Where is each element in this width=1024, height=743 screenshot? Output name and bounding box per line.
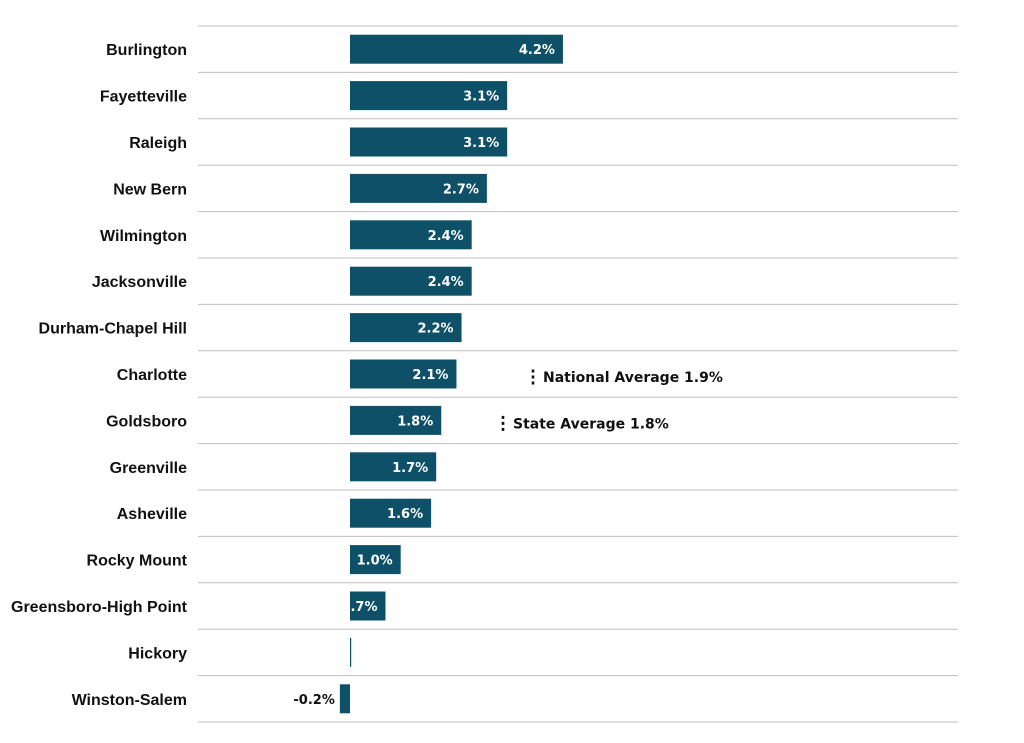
category-label-jacksonville: Jacksonville — [92, 274, 187, 291]
category-label-charlotte: Charlotte — [117, 367, 187, 384]
category-label-hickory: Hickory — [128, 645, 187, 662]
category-label-asheville: Asheville — [117, 506, 187, 523]
value-label-greensboro-high-point: 0.7% — [341, 600, 377, 615]
value-label-burlington: 4.2% — [519, 43, 555, 58]
reference-dot — [531, 375, 535, 379]
category-label-rocky-mount: Rocky Mount — [87, 553, 188, 570]
bar-durham-chapel-hill — [350, 313, 462, 343]
bar-charlotte — [350, 359, 457, 389]
bar-jacksonville — [350, 266, 472, 296]
value-label-durham-chapel-hill: 2.2% — [417, 322, 453, 337]
category-label-raleigh: Raleigh — [129, 135, 187, 152]
value-label-goldsboro: 1.8% — [397, 414, 433, 429]
category-label-winston-salem: Winston-Salem — [72, 692, 187, 709]
category-label-greenville: Greenville — [110, 460, 187, 477]
value-label-new-bern: 2.7% — [443, 182, 479, 197]
bar-fayetteville — [350, 81, 508, 111]
bar-burlington — [350, 34, 563, 64]
category-label-fayetteville: Fayetteville — [100, 89, 187, 106]
value-label-raleigh: 3.1% — [463, 136, 499, 151]
bar-new-bern — [350, 173, 487, 203]
value-label-winston-salem: -0.2% — [293, 693, 334, 708]
category-label-burlington: Burlington — [106, 42, 187, 59]
value-label-greenville: 1.7% — [392, 461, 428, 476]
reference-dot — [531, 381, 535, 385]
bar-asheville — [350, 498, 432, 528]
value-label-wilmington: 2.4% — [428, 229, 464, 244]
gridlines — [198, 25, 958, 723]
reference-dot — [501, 415, 505, 419]
bar-winston-salem — [339, 684, 350, 714]
reference-dot — [501, 421, 505, 425]
reference-dot — [501, 427, 505, 431]
bar-wilmington — [350, 220, 472, 250]
bar-hickory — [350, 637, 352, 667]
category-label-greensboro-high-point: Greensboro-High Point — [11, 599, 188, 616]
value-label-charlotte: 2.1% — [412, 368, 448, 383]
reference-annotations: National Average 1.9% State Average 1.8% — [501, 369, 723, 432]
category-label-wilmington: Wilmington — [100, 228, 187, 245]
value-labels: 4.2% 3.1% 3.1% 2.7% 2.4% 2.4% 2.2% 2.1% 1.8% 1.7%… — [293, 43, 555, 708]
reference-dot — [531, 369, 535, 373]
reference-state-average-1-8: State Average 1.8% — [501, 415, 669, 432]
value-label-fayetteville: 3.1% — [463, 90, 499, 105]
reference-national-average-1-9: National Average 1.9% — [531, 369, 723, 386]
bars — [339, 34, 563, 714]
value-label-jacksonville: 2.4% — [428, 275, 464, 290]
value-label-rocky-mount: 1.0% — [357, 554, 393, 569]
bar-raleigh — [350, 127, 508, 157]
category-label-goldsboro: Goldsboro — [106, 413, 187, 430]
reference-label: National Average 1.9% — [543, 370, 723, 386]
category-label-durham-chapel-hill: Durham-Chapel Hill — [39, 321, 187, 338]
value-label-asheville: 1.6% — [387, 507, 423, 522]
bar-rocky-mount — [350, 545, 401, 575]
bar-greenville — [350, 452, 437, 482]
reference-label: State Average 1.8% — [513, 416, 669, 432]
bar-goldsboro — [350, 405, 442, 435]
bar-greensboro-high-point — [350, 591, 386, 621]
category-labels: Burlington Fayetteville Raleigh New Bern Wil… — [11, 42, 188, 709]
category-label-new-bern: New Bern — [113, 181, 187, 198]
